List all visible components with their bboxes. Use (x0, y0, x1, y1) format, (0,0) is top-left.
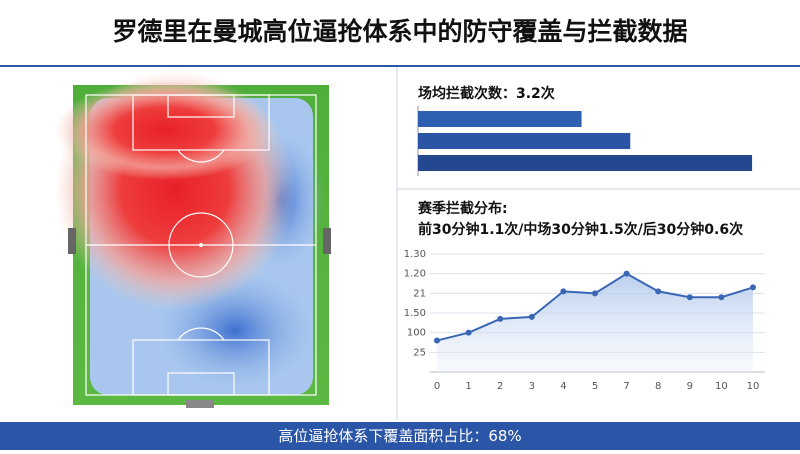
point (655, 288, 662, 295)
point (497, 315, 504, 322)
point (560, 288, 567, 295)
goal (68, 228, 76, 254)
x-tick-label: 3 (529, 381, 535, 392)
x-tick-label: 10 (715, 381, 728, 392)
chart-title: 赛季拦截分布: (417, 200, 508, 217)
y-tick-label: 1.20 (404, 269, 426, 280)
goal (323, 228, 331, 254)
bar (418, 133, 631, 149)
x-tick-label: 8 (655, 381, 661, 392)
y-tick-label: 21 (413, 288, 426, 299)
point (750, 284, 756, 291)
point (434, 337, 440, 344)
x-tick-label: 2 (497, 381, 503, 392)
footer: 高位逼抢体系下覆盖面积占比：68% (0, 422, 800, 450)
x-tick-label: 7 (623, 381, 629, 392)
chart-subtitle: 前30分钟1.1次/中场30分钟1.5次/后30分钟0.6次 (418, 221, 743, 238)
y-tick-label: 25 (413, 347, 426, 358)
heatmap (55, 70, 331, 408)
point (528, 313, 535, 320)
page-title: 罗德里在曼城高位逼抢体系中的防守覆盖与拦截数据 (112, 17, 687, 46)
pitch-lines (85, 94, 317, 396)
x-tick-label: 4 (560, 381, 566, 392)
point (592, 290, 598, 297)
point (686, 294, 693, 301)
x-tick-label: 5 (592, 381, 598, 392)
y-tick-label: 1.50 (404, 308, 426, 319)
goal (186, 400, 214, 408)
y-tick-label: 1.30 (404, 249, 426, 260)
x-tick-label: 0 (434, 381, 440, 392)
chart-title: 场均拦截次数：3.2次 (418, 85, 555, 102)
bar (418, 155, 753, 171)
x-tick-label: 9 (687, 381, 693, 392)
bar (418, 111, 582, 127)
y-tick-label: 100 (407, 328, 426, 339)
x-tick-label: 10 (747, 381, 760, 392)
x-tick-label: 1 (465, 381, 471, 392)
point (623, 270, 630, 277)
point (718, 294, 725, 301)
area (437, 273, 753, 372)
point (465, 329, 472, 336)
